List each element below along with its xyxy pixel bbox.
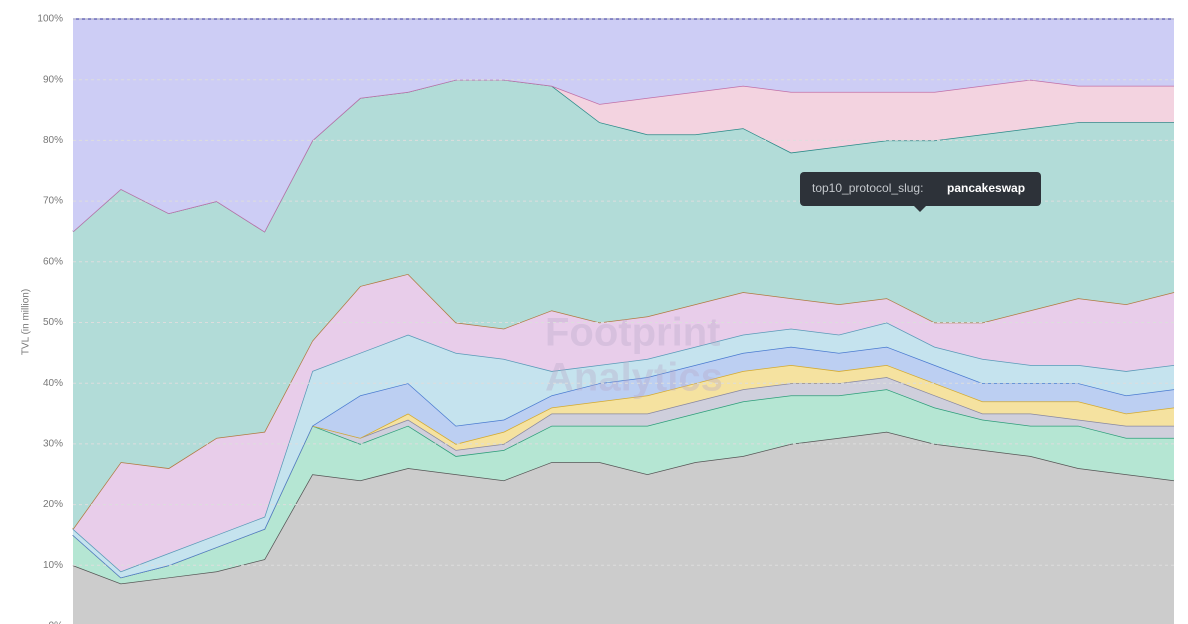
y-tick-label: 90% [43, 74, 63, 85]
y-tick-label: 50% [43, 317, 63, 328]
tooltip-value: pancakeswap [947, 181, 1025, 195]
area [73, 364, 1174, 578]
area [73, 273, 1174, 572]
y-tick-label: 30% [43, 439, 63, 450]
tooltip-key: top10_protocol_slug: [812, 181, 923, 195]
area [73, 19, 1174, 232]
watermark: Analytics [545, 356, 723, 400]
watermark: Footprint [545, 311, 721, 355]
y-tick-label: 40% [43, 378, 63, 389]
area [73, 431, 1174, 624]
area [73, 346, 1174, 578]
y-tick-label: 60% [43, 256, 63, 267]
tooltip-pointer [914, 206, 926, 212]
y-tick-label: 80% [43, 135, 63, 146]
y-tick-label: 70% [43, 196, 63, 207]
area-line [72, 78, 1174, 233]
area [73, 389, 1174, 584]
tooltip-box [800, 172, 1041, 206]
area [73, 322, 1174, 578]
y-tick-label: 20% [43, 499, 63, 510]
y-axis-label: TVL (in million) [21, 289, 32, 355]
y-tick-label: 0% [49, 621, 64, 624]
area [73, 377, 1174, 578]
y-tick-label: 100% [37, 14, 63, 25]
area [73, 79, 1174, 232]
tooltip: top10_protocol_slug: pancakeswap [800, 172, 1041, 212]
y-tick-label: 10% [43, 560, 63, 571]
